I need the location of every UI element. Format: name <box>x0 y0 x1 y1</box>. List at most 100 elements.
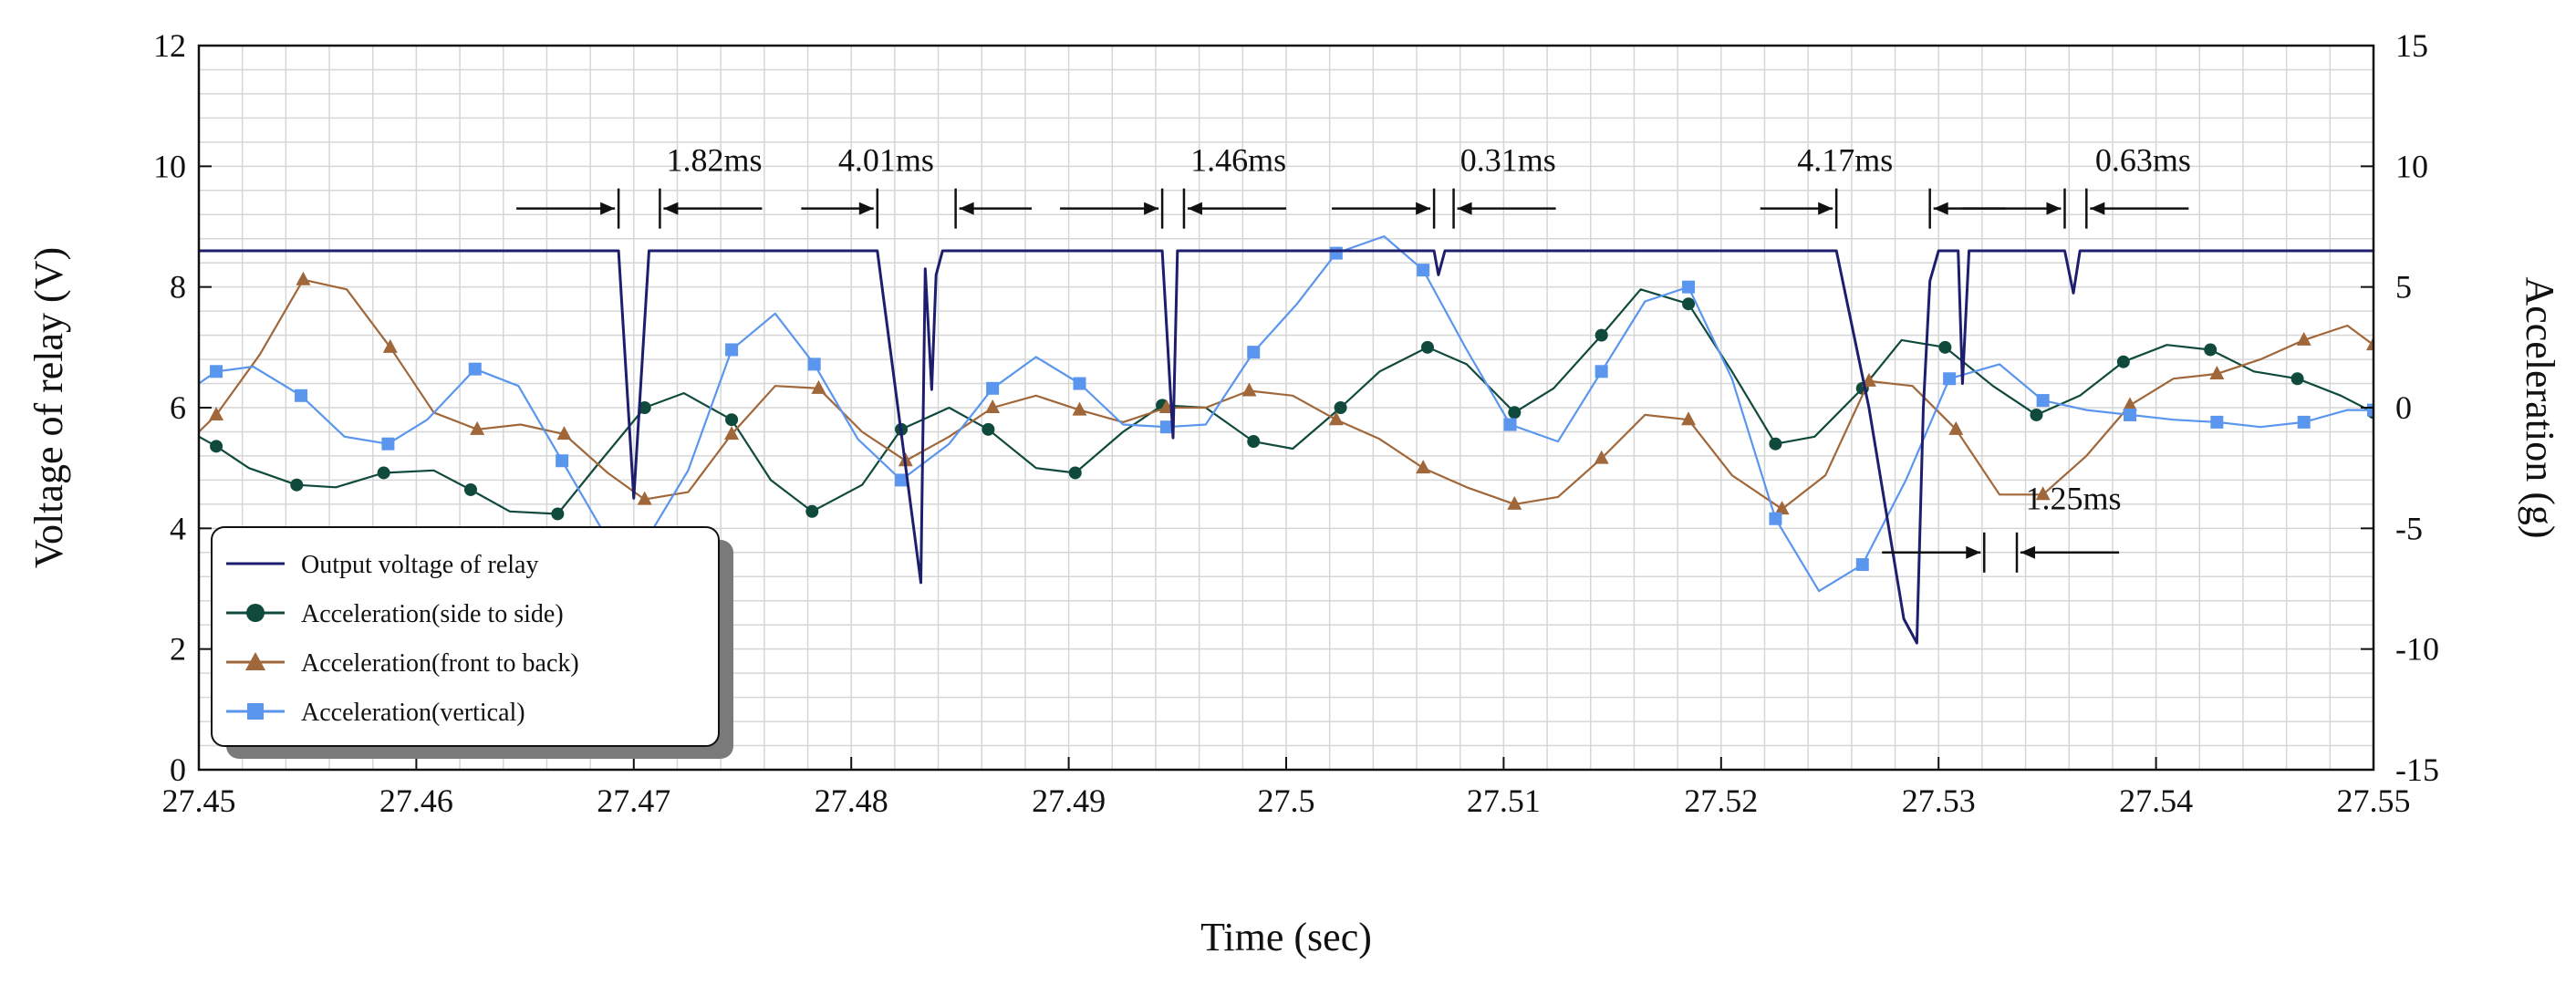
data-point-front <box>1861 372 1876 387</box>
data-point-vertical <box>1417 264 1430 277</box>
annotation-arrow-left-head <box>2046 202 2062 215</box>
legend-label-relay: Output voltage of relay <box>301 551 538 579</box>
annotation-arrow-left-head <box>1818 202 1833 215</box>
data-point-front <box>1948 420 1964 435</box>
annotation-arrow-left-head <box>1144 202 1159 215</box>
data-point-side <box>1420 340 1434 354</box>
data-point-vertical <box>1855 558 1869 572</box>
data-point-front <box>556 426 572 440</box>
annotation-label: 4.17ms <box>1797 142 1893 179</box>
data-point-vertical <box>2367 403 2373 417</box>
data-point-front <box>724 426 740 440</box>
y2-axis-title: Acceleration (g) <box>2518 276 2562 538</box>
data-point-side <box>1247 435 1261 449</box>
data-point-front <box>2122 397 2137 411</box>
data-point-side <box>464 482 477 496</box>
data-point-vertical <box>2297 415 2311 429</box>
y-axis-right: -15 -10 -5 0 5 10 15 <box>2361 27 2439 788</box>
x-tick-label: 27.52 <box>1684 783 1758 819</box>
x-tick-label: 27.48 <box>815 783 888 819</box>
y-tick-label: 10 <box>153 148 186 184</box>
data-point-vertical <box>1159 420 1173 434</box>
data-point-side <box>1068 466 1082 480</box>
data-point-front <box>1072 401 1087 416</box>
y-axis-left: 0 2 4 6 8 10 12 <box>153 27 212 788</box>
data-point-front <box>1416 460 1431 474</box>
y-tick-label: 6 <box>170 389 186 426</box>
annotation-arrow-right-head <box>663 202 679 215</box>
data-point-side <box>805 504 819 518</box>
data-point-vertical <box>1769 512 1782 525</box>
data-point-front <box>2366 337 2373 351</box>
data-point-vertical <box>556 454 569 468</box>
data-point-front <box>470 420 485 435</box>
series-front <box>199 271 2373 515</box>
data-point-side <box>1682 297 1696 311</box>
legend-marker-vertical <box>247 703 264 720</box>
data-point-vertical <box>295 389 308 402</box>
y-tick-label: 0 <box>170 751 186 788</box>
legend-label-front: Acceleration(front to back) <box>301 649 579 678</box>
series-line-relay <box>199 249 2373 645</box>
y-tick-label: 12 <box>153 27 186 64</box>
data-point-front <box>1507 495 1522 510</box>
data-point-side <box>1938 340 1952 354</box>
legend-item-front: Acceleration(front to back) <box>226 649 579 678</box>
data-point-vertical <box>1247 346 1261 359</box>
annotation-label: 0.31ms <box>1460 142 1556 179</box>
annotation-arrow-right-head <box>2090 202 2105 215</box>
legend-marker-front <box>245 652 265 670</box>
annotation-label: 0.63ms <box>2095 142 2191 179</box>
data-point-side <box>377 466 390 480</box>
data-point-side <box>1334 401 1347 414</box>
data-point-vertical <box>381 437 395 451</box>
data-point-front <box>637 491 652 505</box>
data-point-side <box>2290 372 2304 386</box>
data-point-vertical <box>725 343 739 357</box>
x-tick-label: 27.46 <box>379 783 453 819</box>
data-point-front <box>1328 411 1344 426</box>
data-point-side <box>1508 406 1522 420</box>
data-point-side <box>290 478 304 492</box>
annotation-arrow-right-head <box>1187 202 1202 215</box>
legend-marker-side <box>246 604 265 622</box>
data-point-front <box>2035 486 2051 501</box>
annotation-label: 4.01ms <box>838 142 934 179</box>
data-point-vertical <box>1503 418 1517 431</box>
annotation-arrow-left-head <box>1966 545 1981 559</box>
y2-tick-label: -15 <box>2395 751 2439 788</box>
data-point-front <box>1681 411 1697 426</box>
data-point-side <box>551 507 565 521</box>
annotation-arrow-right-head <box>2020 545 2036 559</box>
legend: Output voltage of relay Acceleration(sid… <box>211 526 733 759</box>
data-point-vertical <box>986 381 1000 395</box>
legend-item-vertical: Acceleration(vertical) <box>226 699 525 727</box>
x-tick-label: 27.51 <box>1467 783 1541 819</box>
y-axis-title: Voltage of relay (V) <box>26 247 71 568</box>
data-point-side <box>210 440 223 453</box>
legend-label-vertical: Acceleration(vertical) <box>301 699 525 727</box>
x-axis: 27.45 27.46 27.47 27.48 27.49 27.5 27.51 27.52 2… <box>162 757 2411 819</box>
data-point-front <box>985 399 1001 413</box>
data-point-vertical <box>1329 246 1343 260</box>
y-tick-label: 4 <box>170 510 186 546</box>
x-tick-label: 27.5 <box>1258 783 1315 819</box>
x-tick-label: 27.47 <box>597 783 670 819</box>
data-point-side <box>1769 437 1782 451</box>
data-point-side <box>2030 408 2043 421</box>
y2-tick-label: 5 <box>2395 269 2412 306</box>
data-point-front <box>209 406 224 420</box>
data-point-front <box>382 338 398 353</box>
data-point-front <box>296 271 311 285</box>
series-line-vertical <box>199 235 2373 593</box>
y-tick-label: 2 <box>170 631 186 668</box>
data-point-vertical <box>1073 377 1086 390</box>
data-point-vertical <box>807 358 821 371</box>
data-point-side <box>2204 343 2218 357</box>
series-layer <box>199 235 2373 645</box>
data-point-vertical <box>1943 372 1957 386</box>
data-point-vertical <box>2036 394 2050 408</box>
annotation-arrow-right-head <box>959 202 974 215</box>
annotation-arrow-left-head <box>858 202 874 215</box>
